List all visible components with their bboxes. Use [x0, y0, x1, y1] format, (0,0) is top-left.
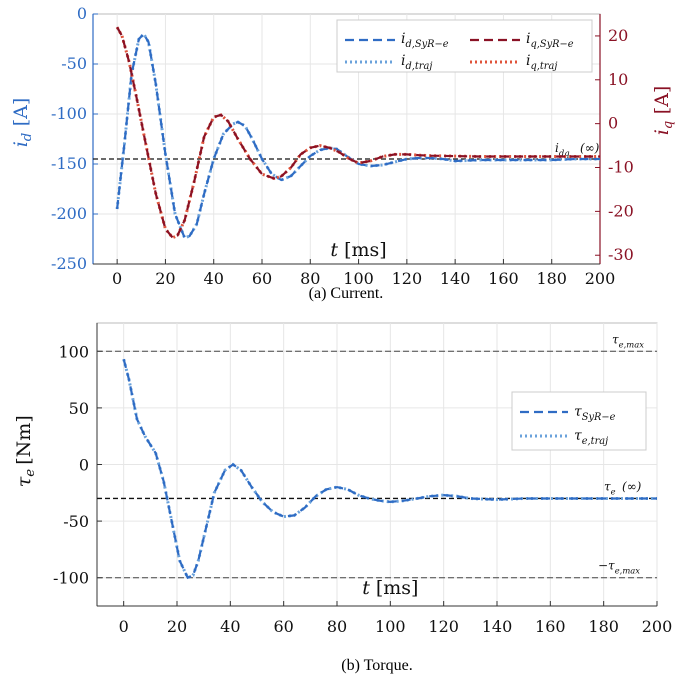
y-left-tick-label: -50 — [61, 54, 87, 73]
legend-a: id,SyR−e id,traj iq,SyR−e iq,traj — [336, 19, 593, 73]
x-tick-label: 40 — [220, 617, 240, 636]
x-tick-label: 120 — [392, 269, 423, 288]
series-iq-syre — [116, 26, 600, 240]
reference-label-idq: idq — [555, 141, 570, 158]
x-tick-label: 60 — [273, 617, 293, 636]
y-left-axis-label: id — [10, 133, 35, 148]
x-tick-label: 120 — [428, 617, 459, 636]
y-axis-label: τe — [13, 469, 38, 488]
y-right-tick-label: 10 — [608, 70, 628, 89]
y-left-tick-label: 0 — [77, 4, 87, 23]
torque-chart: 0 20 40 60 80 100 120 140 160 180 200 100 50 0 -50 -100… — [13, 322, 673, 636]
series-tau-syre — [122, 358, 657, 580]
y-tick-label: 50 — [69, 399, 89, 418]
x-tick-label: 20 — [155, 269, 175, 288]
y-tick-label: -50 — [63, 512, 89, 531]
legend-a-label: iq,SyR−e — [526, 31, 574, 50]
x-tick-label: 60 — [252, 269, 272, 288]
y-left-tick-label: -100 — [51, 104, 87, 123]
x-tick-label: 160 — [535, 617, 566, 636]
series-group-b — [122, 358, 657, 580]
x-tick-label: 80 — [327, 617, 347, 636]
x-tick-label: 180 — [588, 617, 619, 636]
y-right-tick-label: 20 — [608, 26, 628, 45]
y-tick-label: -100 — [53, 569, 89, 588]
x-tick-label: 0 — [119, 617, 129, 636]
caption-a: (a) Current. — [309, 285, 384, 302]
y-left-tick-label: -200 — [51, 204, 87, 223]
legend-a-box — [336, 19, 593, 73]
x-tick-label: 140 — [482, 617, 513, 636]
y-left-axis-unit-text: [A] — [10, 98, 32, 127]
y-left-tick-label: -250 — [51, 254, 87, 273]
legend-a-label: iq,traj — [526, 53, 557, 72]
x-axis-label: t [ms] — [362, 577, 418, 599]
y-axis-unit-text: [Nm] — [13, 415, 35, 464]
series-id-syre — [116, 32, 600, 240]
legend-b-label: τSyR−e — [574, 404, 616, 423]
reference-label-idq-inf: (∞) — [580, 141, 600, 155]
y-right-tick-label: -30 — [608, 245, 634, 264]
reference-label-min: −τe,max — [598, 559, 640, 576]
y-right-tick-label: -10 — [608, 158, 634, 177]
x-tick-label: 160 — [488, 269, 519, 288]
reference-label-max: τe,max — [612, 332, 644, 349]
x-tick-label: 200 — [642, 617, 673, 636]
legend-a-label: id,traj — [401, 53, 432, 72]
x-tick-label: 40 — [204, 269, 224, 288]
x-tick-label: 200 — [585, 269, 616, 288]
caption-b: (b) Torque. — [341, 657, 412, 674]
x-tick-label: 20 — [167, 617, 187, 636]
x-tick-label: 140 — [440, 269, 471, 288]
y-tick-label: 0 — [79, 456, 89, 475]
x-tick-label: 180 — [536, 269, 567, 288]
y-right-axis-unit-text: [A] — [651, 86, 673, 115]
x-tick-label: 0 — [112, 269, 122, 288]
x-tick-label: 80 — [300, 269, 320, 288]
y-right-axis-label: iq — [651, 121, 676, 136]
legend-b: τSyR−e τe,traj — [511, 391, 647, 451]
y-right-tick-label: 0 — [608, 114, 618, 133]
legend-b-box — [511, 391, 647, 451]
legend-a-label: id,SyR−e — [401, 31, 449, 50]
x-axis-label: t [ms] — [330, 239, 386, 261]
y-left-tick-label: -150 — [51, 154, 87, 173]
legend-b-label: τe,traj — [574, 428, 608, 447]
series-group-a — [115, 26, 600, 240]
reference-label-final-inf: (∞) — [622, 479, 642, 493]
y-tick-label: 100 — [58, 342, 89, 361]
x-tick-label: 100 — [343, 269, 374, 288]
current-chart: 0 20 40 60 80 100 120 140 160 180 2000-50-100-150-… — [10, 4, 676, 288]
y-right-tick-label: -20 — [608, 201, 634, 220]
x-tick-label: 100 — [375, 617, 406, 636]
reference-label-final: τe — [604, 479, 616, 496]
